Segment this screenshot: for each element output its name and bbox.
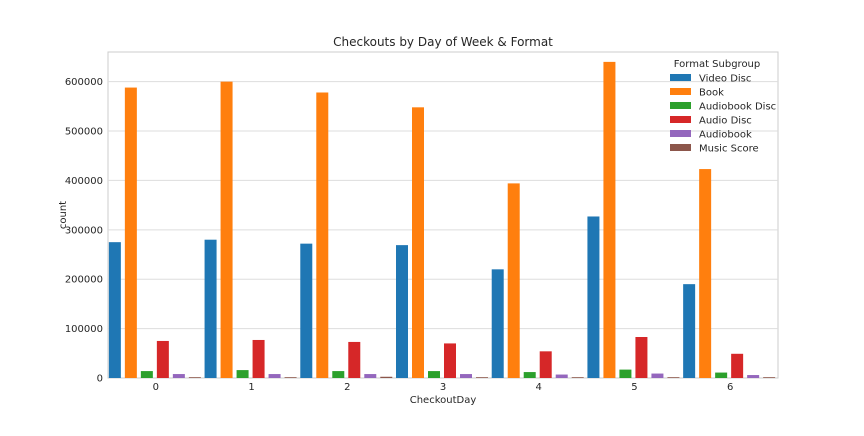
bar	[172, 374, 185, 378]
y-axis-ticks: 0 100000 200000 300000 400000 500000 600000	[65, 77, 103, 384]
x-tick-label: 6	[727, 382, 733, 393]
y-tick-label: 500000	[65, 127, 103, 138]
y-tick-label: 600000	[65, 77, 103, 88]
y-tick-label: 0	[97, 374, 103, 385]
bar	[380, 376, 393, 378]
legend-swatch	[670, 74, 691, 81]
bar	[364, 374, 377, 378]
bar	[156, 340, 169, 378]
bar	[476, 377, 488, 378]
x-tick-label: 3	[440, 382, 446, 393]
bar	[763, 377, 776, 378]
bar	[619, 369, 632, 378]
bar	[444, 343, 456, 378]
bar	[651, 373, 664, 378]
y-axis-label: count	[58, 201, 69, 229]
x-tick-label: 0	[153, 382, 159, 393]
bar	[252, 339, 265, 378]
bar	[539, 351, 552, 378]
bar	[284, 377, 297, 378]
bar	[635, 337, 648, 378]
y-tick-label: 200000	[65, 275, 103, 286]
bar	[715, 372, 728, 378]
bar	[332, 371, 345, 378]
bar	[523, 372, 536, 378]
bar	[188, 377, 201, 378]
bar	[491, 269, 504, 378]
legend-item-label: Book	[699, 88, 724, 99]
x-tick-label: 2	[344, 382, 350, 393]
bar	[124, 87, 137, 379]
x-tick-label: 4	[536, 382, 542, 393]
bar	[300, 243, 313, 378]
bar	[603, 61, 616, 379]
bar	[268, 374, 281, 378]
x-tick-label: 1	[248, 382, 254, 393]
legend: Format Subgroup Video Disc Book Audiobook …	[670, 59, 776, 155]
bar	[460, 374, 472, 378]
x-axis-ticks: 0 1 2 3 4 5 6	[153, 382, 734, 393]
legend-swatch	[670, 144, 691, 151]
x-axis-label: CheckoutDay	[410, 395, 477, 406]
bar	[699, 169, 712, 378]
bar	[428, 371, 440, 378]
bar	[507, 183, 520, 378]
bar	[140, 371, 153, 378]
bar	[571, 377, 584, 378]
bar	[348, 341, 361, 378]
x-tick-label: 5	[631, 382, 637, 393]
chart-title: Checkouts by Day of Week & Format	[333, 35, 553, 49]
bar	[747, 375, 760, 378]
legend-item-label: Video Disc	[699, 74, 751, 85]
bar	[396, 245, 408, 378]
legend-title: Format Subgroup	[674, 59, 761, 70]
y-tick-label: 300000	[65, 225, 103, 236]
legend-item-label: Music Score	[699, 144, 759, 155]
legend-swatch	[670, 116, 691, 123]
legend-swatch	[670, 102, 691, 109]
legend-item-label: Audiobook	[699, 130, 752, 141]
y-tick-label: 400000	[65, 176, 103, 187]
bar	[667, 377, 680, 378]
bar	[555, 374, 568, 378]
gridlines	[108, 81, 778, 330]
legend-item-label: Audiobook Disc	[699, 102, 776, 113]
bar	[236, 370, 249, 378]
legend-swatch	[670, 130, 691, 137]
plot-area	[107, 51, 779, 379]
bar	[204, 239, 217, 378]
bar	[587, 216, 600, 378]
legend-item-label: Audio Disc	[699, 116, 752, 127]
bar	[108, 242, 121, 378]
legend-swatch	[670, 88, 691, 95]
bar	[683, 284, 696, 378]
bar	[220, 81, 233, 379]
bar	[731, 353, 744, 378]
bars	[108, 61, 776, 379]
bar	[412, 107, 424, 378]
y-tick-label: 100000	[65, 324, 103, 335]
bar	[316, 92, 329, 379]
